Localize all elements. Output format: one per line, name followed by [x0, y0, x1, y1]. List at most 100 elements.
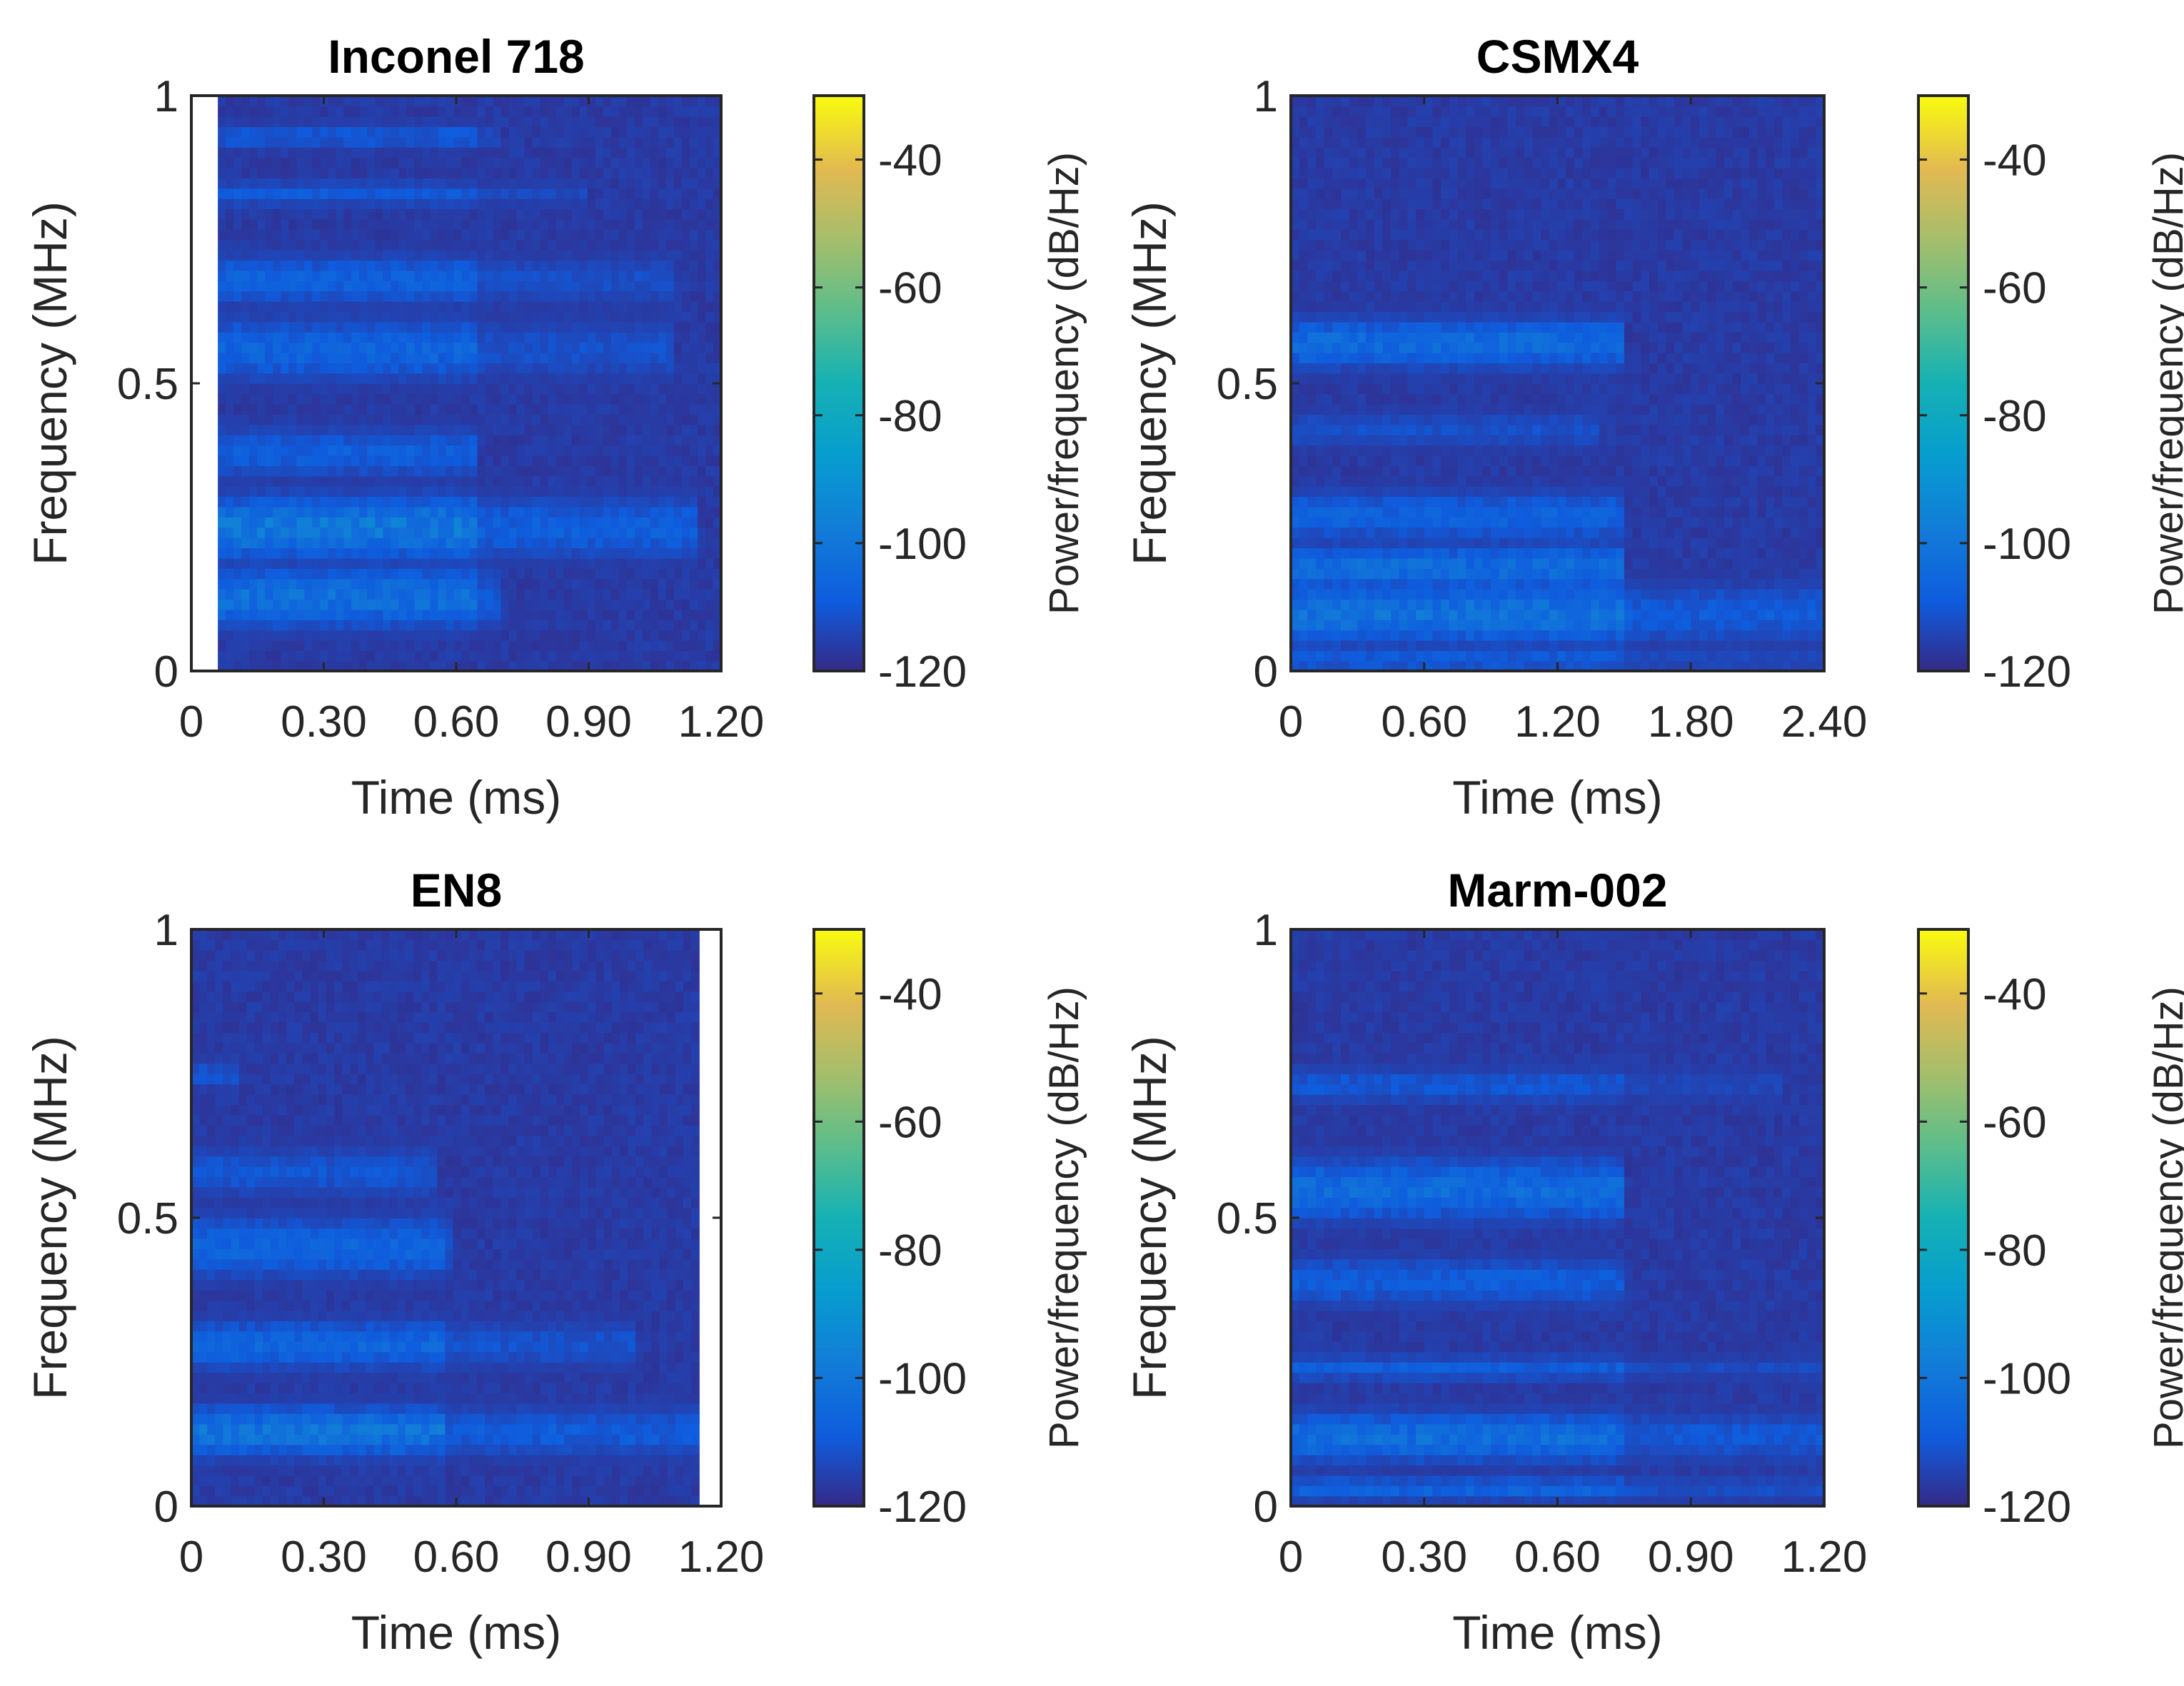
spectrogram-cell: [218, 239, 226, 251]
spectrogram-cell: [650, 578, 659, 590]
spectrogram-cell: [281, 281, 289, 292]
spectrogram-cell: [453, 517, 463, 528]
spectrogram-cell: [1349, 178, 1359, 189]
spectrogram-cell: [650, 281, 659, 292]
spectrogram-cell: [493, 506, 502, 518]
spectrogram-cell: [288, 620, 297, 631]
spectrogram-cell: [1341, 178, 1350, 189]
spectrogram-cell: [1307, 126, 1317, 138]
spectrogram-cell: [500, 557, 510, 569]
spectrogram-cell: [296, 116, 305, 127]
spectrogram-cell: [430, 609, 439, 620]
spectrogram-cell: [1399, 424, 1409, 435]
spectrogram-cell: [1474, 270, 1484, 281]
spectrogram-cell: [634, 311, 643, 323]
spectrogram-cell: [665, 96, 675, 107]
spectrogram-cell: [1357, 660, 1367, 672]
spectrogram-cell: [391, 342, 400, 353]
spectrogram-cell: [406, 321, 416, 333]
spectrogram-cell: [477, 506, 486, 518]
spectrogram-cell: [469, 106, 478, 117]
spectrogram-cell: [1307, 660, 1317, 672]
spectrogram-cell: [1374, 157, 1384, 168]
spectrogram-cell: [257, 260, 266, 271]
spectrogram-cell: [618, 506, 628, 518]
spectrogram-cell: [713, 126, 722, 138]
spectrogram-cell: [698, 126, 706, 138]
spectrogram-cell: [610, 630, 620, 641]
spectrogram-cell: [540, 270, 549, 281]
spectrogram-cell: [328, 455, 337, 466]
spectrogram-cell: [430, 517, 439, 528]
spectrogram-cell: [477, 557, 486, 569]
spectrogram-cell: [1332, 352, 1342, 363]
spectrogram-cell: [1382, 249, 1392, 261]
spectrogram-cell: [665, 485, 675, 498]
spectrogram-cell: [650, 445, 659, 456]
spectrogram-cell: [548, 342, 557, 353]
spectrogram-cell: [265, 620, 273, 631]
spectrogram-cell: [665, 609, 675, 620]
spectrogram-cell: [1432, 455, 1441, 466]
spectrogram-cell: [500, 445, 510, 456]
spectrogram-cell: [673, 620, 683, 631]
spectrogram-cell: [500, 568, 510, 580]
spectrogram-cell: [328, 198, 337, 210]
spectrogram-cell: [524, 455, 533, 466]
spectrogram-cell: [398, 465, 408, 477]
spectrogram-cell: [1457, 106, 1466, 117]
spectrogram-cell: [579, 435, 588, 446]
spectrogram-cell: [610, 445, 620, 456]
spectrogram-cell: [406, 96, 416, 107]
spectrogram-cell: [524, 126, 533, 138]
spectrogram-cell: [351, 157, 361, 168]
spectrogram-cell: [1341, 485, 1350, 498]
spectrogram-cell: [367, 291, 376, 302]
spectrogram-cell: [304, 496, 313, 508]
spectrogram-cell: [1324, 527, 1334, 538]
spectrogram-cell: [626, 620, 635, 631]
spectrogram-cell: [351, 352, 361, 363]
spectrogram-cell: [579, 291, 588, 302]
spectrogram-cell: [336, 557, 345, 569]
spectrogram-cell: [1407, 332, 1416, 343]
spectrogram-cell: [430, 455, 439, 466]
spectrogram-cell: [516, 106, 525, 117]
spectrogram-cell: [383, 352, 392, 363]
spectrogram-cell: [1391, 116, 1400, 127]
spectrogram-cell: [1399, 609, 1409, 620]
spectrogram-cell: [540, 496, 549, 508]
spectrogram-cell: [1449, 506, 1459, 518]
spectrogram-cell: [1341, 517, 1350, 528]
spectrogram-cell: [406, 506, 416, 518]
spectrogram-cell: [265, 527, 273, 538]
spectrogram-cell: [446, 578, 455, 590]
spectrogram-cell: [391, 188, 400, 199]
spectrogram-cell: [508, 620, 518, 631]
spectrogram-cell: [634, 650, 643, 662]
spectrogram-cell: [1391, 106, 1400, 117]
spectrogram-cell: [1332, 301, 1342, 313]
spectrogram-cell: [524, 609, 533, 620]
spectrogram-cell: [587, 332, 596, 343]
spectrogram-cell: [595, 239, 604, 251]
spectrogram-cell: [257, 373, 266, 384]
spectrogram-cell: [414, 445, 423, 456]
spectrogram-cell: [320, 620, 329, 631]
spectrogram-cell: [579, 485, 588, 498]
spectrogram-cell: [713, 465, 722, 477]
spectrogram-cell: [508, 106, 518, 117]
spectrogram-cell: [1316, 342, 1325, 353]
spectrogram-cell: [375, 321, 384, 333]
spectrogram-cell: [500, 198, 510, 210]
spectrogram-cell: [493, 311, 502, 323]
spectrogram-cell: [1307, 291, 1317, 302]
spectrogram-cell: [1357, 301, 1367, 313]
spectrogram-cell: [406, 620, 416, 631]
spectrogram-cell: [524, 373, 533, 384]
spectrogram-cell: [689, 557, 698, 569]
spectrogram-cell: [548, 363, 557, 374]
spectrogram-cell: [1357, 568, 1367, 580]
spectrogram-cell: [658, 414, 667, 425]
spectrogram-cell: [257, 116, 266, 127]
